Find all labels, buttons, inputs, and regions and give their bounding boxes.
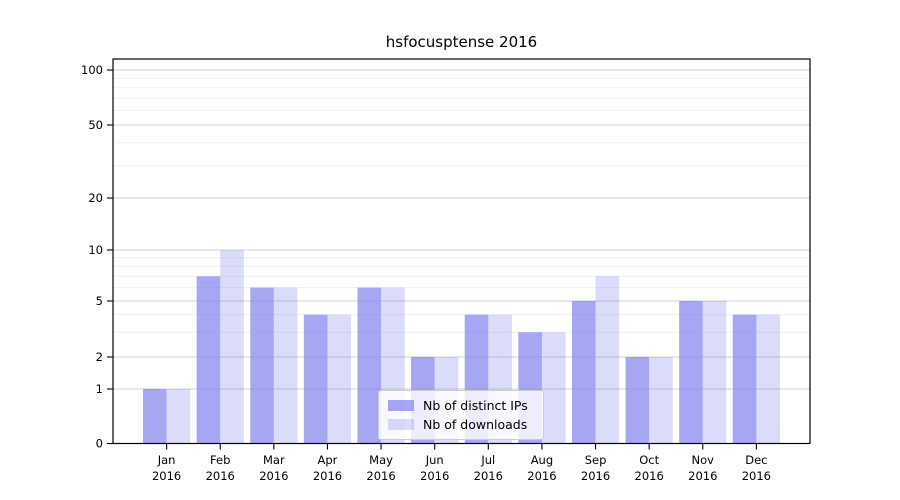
legend-swatch-downloads: [388, 419, 414, 430]
x-tick-label-year: 2016: [152, 469, 181, 483]
legend-item-downloads: Nb of downloads: [388, 415, 534, 434]
bar-downloads: [327, 314, 352, 444]
bar-downloads: [702, 301, 727, 444]
y-tick-labels: 0 1 2 5 10 20 50 100: [81, 63, 103, 451]
x-tick-label-year: 2016: [313, 469, 342, 483]
bar-downloads: [166, 389, 191, 444]
x-tick-label-month: Feb: [210, 453, 230, 467]
plot-frame: [112, 58, 811, 445]
gridlines-minor: [113, 77, 810, 333]
x-tick-label-month: Apr: [318, 453, 338, 467]
x-tick-label-month: Aug: [531, 453, 553, 467]
y-tick-label: 20: [88, 191, 103, 205]
bar-distinct-ips: [571, 301, 596, 444]
legend-label-distinct-ips: Nb of distinct IPs: [423, 398, 528, 413]
bar-distinct-ips: [303, 314, 328, 444]
legend: Nb of distinct IPs Nb of downloads: [378, 390, 544, 440]
legend-swatch-distinct-ips: [388, 400, 414, 411]
y-tick-label: 50: [88, 118, 103, 132]
x-tick-label-year: 2016: [581, 469, 610, 483]
y-tick-label: 10: [88, 243, 103, 257]
bar-distinct-ips: [679, 301, 703, 444]
y-tick-label: 0: [96, 437, 103, 451]
bar-downloads: [220, 250, 244, 444]
bar-downloads: [273, 287, 298, 444]
x-tick-label-year: 2016: [635, 469, 664, 483]
x-tick-label-month: Dec: [745, 453, 767, 467]
bar-downloads: [541, 332, 566, 444]
bar-distinct-ips: [732, 314, 757, 444]
x-tick-label-month: Jul: [480, 453, 495, 467]
axis-ticks: [107, 69, 757, 450]
bar-downloads: [756, 314, 780, 444]
x-tick-label-year: 2016: [366, 469, 395, 483]
bar-distinct-ips: [196, 276, 221, 444]
x-tick-label-month: Oct: [639, 453, 659, 467]
x-tick-label-year: 2016: [742, 469, 771, 483]
x-tick-label-month: Mar: [263, 453, 285, 467]
bar-downloads: [595, 276, 620, 444]
x-tick-label-month: May: [369, 453, 393, 467]
x-tick-label-month: Nov: [692, 453, 715, 467]
y-tick-label: 2: [96, 350, 103, 364]
x-tick-label-year: 2016: [688, 469, 717, 483]
bar-distinct-ips: [357, 287, 382, 444]
x-tick-label-month: Jan: [157, 453, 176, 467]
x-tick-label-month: Jun: [425, 453, 444, 467]
x-tick-label-month: Sep: [585, 453, 607, 467]
bar-distinct-ips: [250, 287, 274, 444]
x-tick-label-year: 2016: [259, 469, 288, 483]
x-tick-label-year: 2016: [527, 469, 556, 483]
x-tick-label-year: 2016: [206, 469, 235, 483]
legend-label-downloads: Nb of downloads: [423, 417, 528, 432]
y-tick-label: 100: [81, 63, 103, 77]
x-tick-labels: Jan 2016 Feb 2016 Mar 2016 Apr 2016 May 2016 Jun 20…: [152, 453, 771, 483]
x-tick-label-year: 2016: [474, 469, 503, 483]
bar-downloads: [649, 357, 673, 444]
y-tick-label: 1: [96, 382, 103, 396]
chart-title: hsfocusptense 2016: [385, 33, 538, 51]
legend-item-distinct-ips: Nb of distinct IPs: [388, 396, 534, 415]
bar-distinct-ips: [143, 389, 167, 444]
x-tick-label-year: 2016: [420, 469, 449, 483]
y-tick-label: 5: [96, 294, 103, 308]
bar-distinct-ips: [625, 357, 650, 444]
